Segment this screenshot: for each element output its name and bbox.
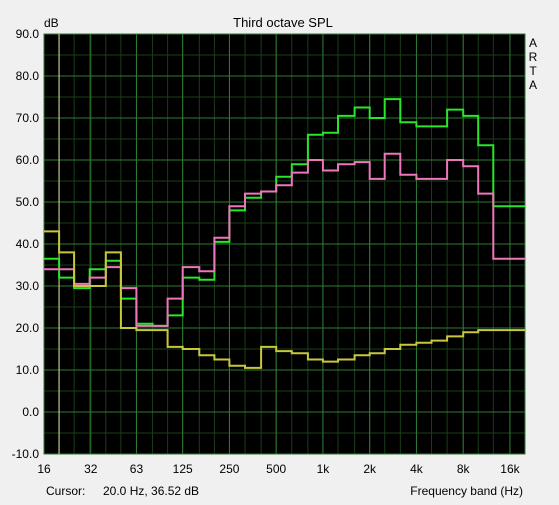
- brand-letter: R: [529, 50, 538, 64]
- y-tick-label: 10.0: [16, 363, 40, 377]
- x-axis-label: Frequency band (Hz): [410, 484, 523, 498]
- y-tick-label: -10.0: [12, 447, 40, 461]
- y-tick-label: 50.0: [16, 195, 40, 209]
- plot-frame: [43, 33, 526, 455]
- cursor-readout: 20.0 Hz, 36.52 dB: [103, 484, 199, 498]
- brand-letter: A: [529, 36, 537, 50]
- x-tick-label: 125: [173, 462, 193, 476]
- y-axis-unit-label: dB: [44, 16, 59, 30]
- y-tick-label: 20.0: [16, 321, 40, 335]
- x-tick-label: 16: [37, 462, 51, 476]
- cursor-label: Cursor:: [46, 484, 85, 498]
- x-tick-label: 2k: [363, 462, 377, 476]
- y-tick-label: 90.0: [16, 27, 40, 41]
- x-tick-label: 1k: [317, 462, 331, 476]
- x-tick-label: 16k: [500, 462, 520, 476]
- brand-letter: A: [529, 78, 537, 92]
- x-tick-label: 4k: [410, 462, 424, 476]
- x-tick-label: 500: [266, 462, 286, 476]
- x-tick-labels: 16 32 63 125 250 500 1k 2k 4k 8k 16k: [37, 462, 520, 476]
- y-tick-label: 40.0: [16, 237, 40, 251]
- chart-title: Third octave SPL: [233, 15, 333, 30]
- series-line-2: [44, 152, 525, 327]
- x-tick-label: 8k: [457, 462, 471, 476]
- brand-letter: T: [529, 64, 537, 78]
- y-tick-label: 30.0: [16, 279, 40, 293]
- y-tick-label: 60.0: [16, 153, 40, 167]
- series-line-3: [44, 230, 525, 369]
- y-tick-label: 70.0: [16, 111, 40, 125]
- y-tick-label: 80.0: [16, 69, 40, 83]
- y-tick-labels: -10.0 0.0 10.0 20.0 30.0 40.0 50.0 60.0 70.0 80.0…: [12, 27, 40, 461]
- x-tick-label: 63: [130, 462, 144, 476]
- grid-lines: [43, 33, 526, 455]
- x-tick-label: 32: [84, 462, 98, 476]
- series-layer: [44, 98, 525, 369]
- y-tick-label: 0.0: [22, 405, 39, 419]
- x-tick-label: 250: [219, 462, 239, 476]
